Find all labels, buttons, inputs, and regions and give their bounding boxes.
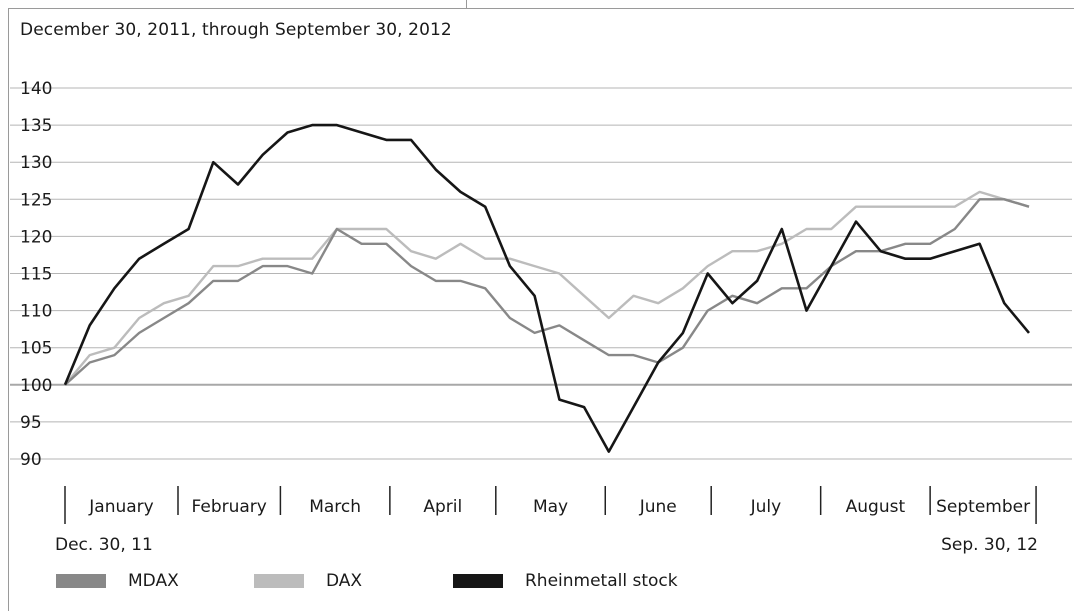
y-tick-label-125: 125 [20,190,52,210]
x-end-label: Sep. 30, 12 [941,535,1038,555]
chart-subtitle: December 30, 2011, through September 30,… [20,20,452,40]
series-line-rheinmetall-stock [63,123,1030,453]
y-tick-label-140: 140 [20,79,52,99]
month-label-april: April [423,497,462,517]
month-label-september: September [936,497,1030,517]
month-label-july: July [750,497,782,517]
legend-swatch-mdax [56,574,106,588]
y-tick-label-130: 130 [20,153,52,173]
legend: MDAX DAX Rheinmetall stock [0,571,1075,595]
series-line-dax [64,190,1030,386]
y-tick-label-115: 115 [20,265,52,285]
series-line-mdax [64,198,1030,386]
month-label-january: January [88,497,153,517]
chart-frame [8,8,1074,611]
month-label-march: March [309,497,361,517]
y-tick-label-100: 100 [20,376,52,396]
legend-swatch-rheinmetall [453,574,503,588]
y-tick-label-135: 135 [20,116,52,136]
legend-label-dax: DAX [326,571,363,591]
month-label-june: June [639,497,677,517]
y-tick-label-110: 110 [20,302,52,322]
legend-item-mdax: MDAX [56,571,179,591]
frame-top-tick [466,0,467,8]
y-tick-label-120: 120 [20,227,52,247]
legend-item-dax: DAX [254,571,362,591]
y-tick-label-95: 95 [20,413,42,433]
month-label-february: February [192,497,267,517]
x-start-label: Dec. 30, 11 [55,535,153,555]
y-tick-label-90: 90 [20,450,42,470]
month-label-august: August [846,497,906,517]
legend-swatch-dax [254,574,304,588]
month-label-may: May [533,497,568,517]
legend-label-mdax: MDAX [128,571,179,591]
legend-label-rheinmetall: Rheinmetall stock [525,571,678,591]
y-tick-label-105: 105 [20,339,52,359]
legend-item-rheinmetall: Rheinmetall stock [453,571,678,591]
